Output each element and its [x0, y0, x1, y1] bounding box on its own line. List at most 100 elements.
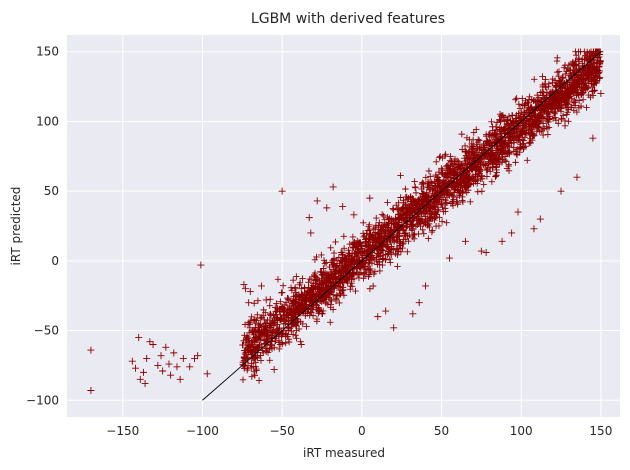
data-point: [389, 217, 397, 224]
data-point: [349, 270, 356, 277]
data-point: [476, 165, 483, 173]
data-point: [404, 232, 411, 240]
data-point: [418, 216, 426, 223]
data-point: [579, 96, 587, 103]
data-point: [344, 253, 352, 260]
data-point: [365, 273, 372, 280]
data-point: [534, 97, 542, 104]
data-point: [549, 75, 556, 83]
data-point: [467, 198, 474, 206]
data-point: [456, 177, 463, 184]
data-point: [371, 268, 379, 275]
data-point: [501, 124, 508, 132]
data-point: [452, 171, 460, 178]
data-point: [470, 180, 477, 187]
data-point: [509, 112, 516, 119]
data-point: [520, 102, 528, 109]
data-point: [463, 189, 470, 196]
data-point: [325, 294, 332, 301]
data-point: [389, 205, 397, 212]
data-point: [539, 131, 547, 139]
data-point: [276, 345, 283, 353]
data-point: [520, 137, 527, 144]
data-point: [294, 318, 301, 326]
data-point: [448, 191, 456, 199]
data-point: [241, 332, 248, 339]
data-point: [254, 297, 262, 304]
y-tick-label: −100: [26, 393, 59, 407]
data-point: [407, 210, 414, 217]
data-point: [281, 301, 289, 309]
data-point: [496, 116, 503, 123]
data-point: [533, 98, 541, 105]
data-point: [397, 242, 404, 250]
data-point: [429, 203, 437, 211]
data-point: [327, 244, 334, 251]
data-point: [254, 311, 261, 319]
data-point: [486, 130, 493, 138]
data-point: [379, 255, 386, 263]
data-point: [569, 83, 577, 90]
data-point: [515, 101, 523, 108]
data-point: [186, 363, 194, 371]
data-point: [432, 180, 439, 187]
data-point: [257, 352, 264, 359]
data-point: [562, 85, 570, 92]
data-point: [528, 103, 535, 111]
data-point: [292, 289, 300, 296]
y-tick-labels: −100 −50 0 50 100 150: [26, 45, 59, 408]
data-point: [563, 68, 570, 75]
data-point: [355, 257, 362, 264]
data-point: [552, 82, 560, 89]
data-point: [139, 368, 147, 376]
data-point: [515, 115, 523, 122]
data-point: [293, 273, 300, 280]
y-tick-label: 0: [51, 254, 59, 268]
data-point: [556, 97, 563, 105]
data-point: [405, 237, 412, 245]
data-point: [483, 166, 490, 174]
data-point: [327, 304, 334, 311]
data-point: [412, 189, 420, 197]
data-point: [492, 151, 499, 159]
data-point: [374, 313, 382, 321]
data-point: [529, 112, 537, 119]
data-point: [561, 122, 569, 130]
data-point: [400, 206, 407, 213]
data-point: [348, 283, 356, 290]
data-point: [274, 315, 281, 323]
data-point: [587, 94, 594, 101]
data-point: [295, 325, 303, 333]
data-point: [311, 256, 319, 264]
data-point: [249, 327, 256, 334]
data-point: [459, 198, 467, 206]
data-point: [456, 192, 463, 199]
data-point: [524, 157, 531, 164]
data-point: [576, 81, 583, 89]
data-point: [519, 95, 526, 102]
data-point: [248, 313, 255, 320]
data-point: [135, 334, 143, 342]
data-point: [319, 272, 326, 279]
data-point: [350, 243, 357, 251]
data-point: [340, 233, 348, 240]
data-point: [358, 254, 366, 261]
data-point: [289, 300, 297, 307]
data-point: [279, 305, 286, 312]
data-point: [429, 227, 436, 234]
data-point: [332, 238, 339, 246]
data-point: [470, 142, 478, 150]
data-point: [414, 198, 422, 205]
data-point: [526, 139, 533, 146]
data-point: [310, 294, 317, 302]
data-point: [560, 95, 567, 102]
data-point: [261, 337, 269, 344]
data-point: [534, 115, 542, 122]
data-point: [309, 312, 317, 319]
data-point: [539, 88, 546, 96]
data-point: [386, 236, 393, 244]
data-point: [248, 364, 255, 372]
data-point: [455, 163, 463, 170]
data-point: [468, 146, 476, 154]
data-point: [397, 248, 405, 255]
